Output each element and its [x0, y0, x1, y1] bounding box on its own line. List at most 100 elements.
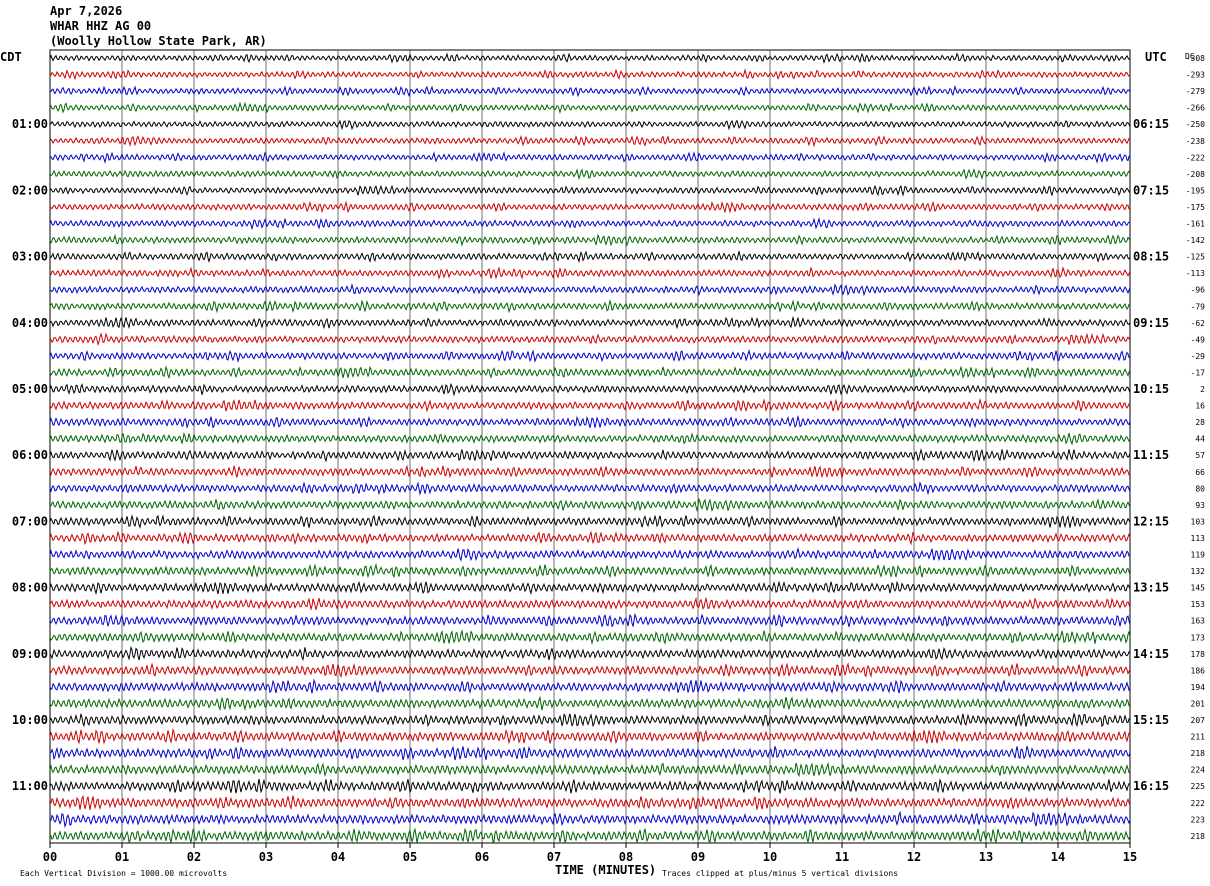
header-station: WHAR HHZ AG 00 [50, 19, 152, 33]
seismic-trace [49, 365, 1131, 380]
cdt-hour-label: 09:00 [12, 647, 48, 661]
seismic-trace [49, 695, 1131, 712]
seismic-trace [49, 481, 1131, 496]
dc-offset-label: 222 [1191, 799, 1206, 808]
seismic-trace [49, 266, 1131, 280]
dc-offset-label: 225 [1191, 782, 1206, 791]
utc-hour-label: 14:15 [1133, 647, 1169, 661]
seismic-trace [49, 629, 1131, 645]
seismic-trace [49, 52, 1131, 64]
dc-offset-label: 57 [1195, 451, 1205, 460]
seismic-trace [49, 68, 1131, 81]
dc-offset-label: -250 [1186, 120, 1205, 129]
seismic-trace [49, 596, 1131, 611]
dc-offset-label: -62 [1191, 319, 1206, 328]
cdt-hour-label: 05:00 [12, 382, 48, 396]
seismic-trace [49, 432, 1131, 446]
dc-offset-label: 80 [1195, 484, 1205, 493]
header-date: Apr 7,2026 [50, 4, 123, 18]
dc-offset-label: -208 [1186, 170, 1205, 179]
cdt-hour-label: 02:00 [12, 183, 48, 197]
dc-offset-label: 132 [1191, 567, 1206, 576]
right-zone-label: UTC [1145, 50, 1167, 64]
seismic-trace [49, 216, 1131, 231]
seismic-trace [49, 514, 1131, 529]
utc-hour-label: 15:15 [1133, 713, 1169, 727]
x-tick-label: 15 [1123, 850, 1137, 864]
seismic-trace [49, 151, 1131, 164]
seismic-trace [49, 332, 1131, 347]
plot-frame [49, 49, 1131, 844]
x-tick-label: 10 [763, 850, 777, 864]
seismic-trace [49, 200, 1131, 214]
dc-offset-label: 207 [1191, 716, 1206, 725]
seismic-trace [49, 349, 1131, 363]
x-tick-label: 00 [43, 850, 57, 864]
seismic-trace [49, 827, 1131, 845]
cdt-hour-label: 11:00 [12, 779, 48, 793]
seismic-trace [49, 315, 1131, 330]
x-tick-label: 12 [907, 850, 921, 864]
x-tick-label: 05 [403, 850, 417, 864]
seismic-trace [49, 794, 1131, 811]
utc-hour-label: 09:15 [1133, 316, 1169, 330]
seismic-trace [49, 168, 1131, 181]
seismic-trace [49, 233, 1131, 247]
seismic-trace [49, 546, 1131, 562]
dc-offset-label: -175 [1186, 203, 1205, 212]
seismic-trace [49, 761, 1131, 778]
seismic-trace [49, 497, 1131, 513]
dc-offset-label: 44 [1195, 435, 1205, 444]
seismic-trace [49, 298, 1131, 314]
seismic-trace [49, 727, 1131, 745]
dc-offset-label: -238 [1186, 137, 1205, 146]
left-zone-label: CDT [0, 50, 22, 64]
utc-hour-label: 10:15 [1133, 382, 1169, 396]
seismic-trace [49, 580, 1131, 596]
dc-offset-label: 186 [1191, 666, 1206, 675]
x-tick-label: 06 [475, 850, 489, 864]
utc-hour-label: 11:15 [1133, 448, 1169, 462]
x-tick-label: 03 [259, 850, 273, 864]
header-location: (Woolly Hollow State Park, AR) [50, 34, 267, 48]
header: Apr 7,2026 WHAR HHZ AG 00 (Woolly Hollow… [50, 4, 267, 49]
dc-offset-label: 145 [1191, 584, 1206, 593]
dc-offset-label: 163 [1191, 617, 1206, 626]
scale-note: Each Vertical Division = 1000.00 microvo… [20, 869, 227, 878]
seismic-trace [49, 397, 1131, 413]
seismic-trace [49, 778, 1131, 794]
x-tick-label: 14 [1051, 850, 1065, 864]
seismic-trace [49, 184, 1131, 197]
dc-offset-label: -279 [1186, 87, 1205, 96]
seismic-trace [49, 530, 1131, 546]
x-tick-label: 04 [331, 850, 345, 864]
cdt-hour-label: 01:00 [12, 117, 48, 131]
dc-offset-label: 218 [1191, 832, 1206, 841]
seismic-trace [49, 645, 1131, 661]
dc-label: DC [1185, 52, 1195, 61]
cdt-hour-label: 03:00 [12, 250, 48, 264]
dc-offset-label: 66 [1195, 468, 1205, 477]
dc-offset-label: -222 [1186, 153, 1205, 162]
right-time-labels: 06:15 07:15 08:15 09:15 10:15 11:15 12:15 13:15… [1133, 117, 1169, 793]
seismic-trace [49, 101, 1131, 115]
left-time-labels: 01:00 02:00 03:00 04:00 05:00 06:00 07:00 08:00… [12, 117, 48, 793]
seismic-trace [49, 464, 1131, 479]
dc-offset-label: -266 [1186, 104, 1205, 113]
seismic-trace [49, 85, 1131, 98]
x-tick-label: 11 [835, 850, 849, 864]
dc-offset-label: 173 [1191, 633, 1206, 642]
cdt-hour-label: 10:00 [12, 713, 48, 727]
seismic-trace [49, 249, 1131, 264]
utc-hour-label: 13:15 [1133, 581, 1169, 595]
dc-offset-label: -161 [1186, 220, 1205, 229]
x-axis-ticks: 00 01 02 03 04 05 06 07 08 09 10 11 12 13 14 15 [43, 843, 1137, 864]
seismic-trace [49, 134, 1131, 148]
utc-hour-label: 08:15 [1133, 250, 1169, 264]
dc-offset-label: -125 [1186, 253, 1205, 262]
x-tick-label: 09 [691, 850, 705, 864]
x-tick-label: 01 [115, 850, 129, 864]
dc-offset-label: 223 [1191, 815, 1206, 824]
seismic-trace [49, 119, 1131, 131]
